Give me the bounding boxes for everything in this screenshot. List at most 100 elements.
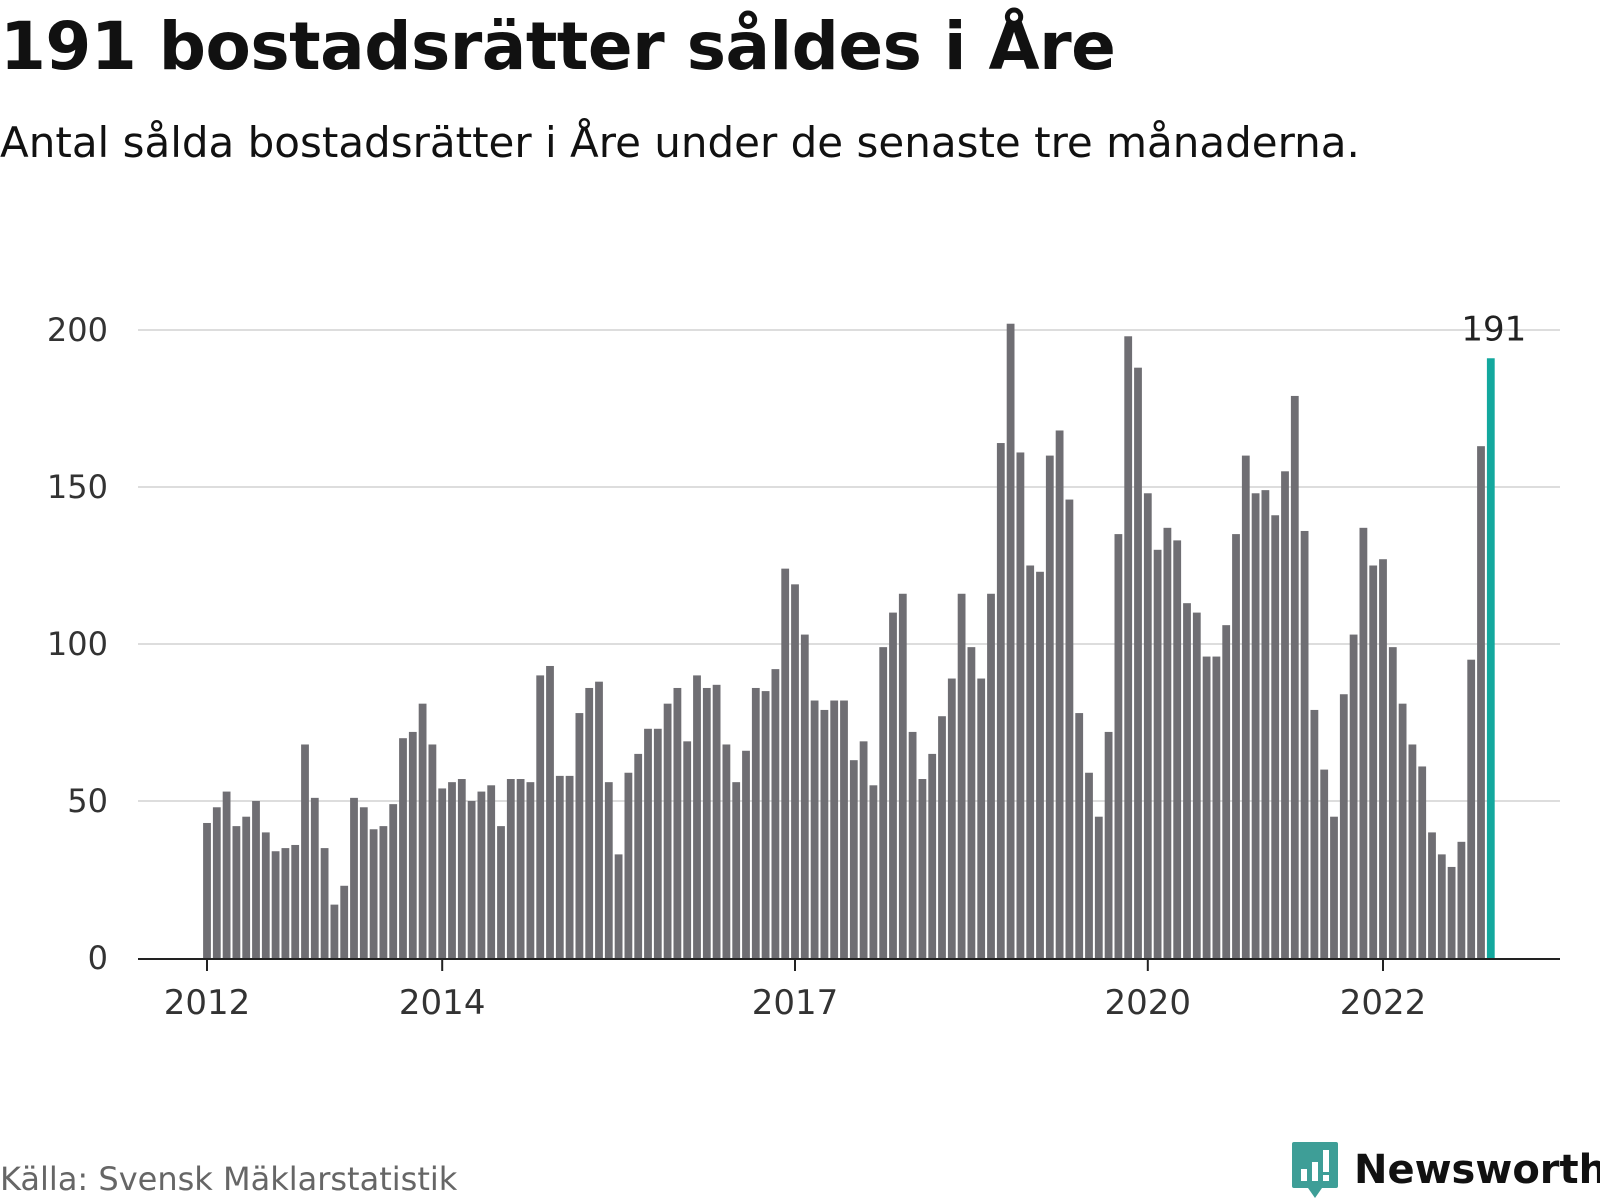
bar [1310, 709, 1319, 958]
bar [1055, 430, 1064, 959]
bar [448, 782, 456, 958]
bar [457, 779, 466, 958]
x-tick-label-2017: 2017 [752, 983, 839, 1023]
bar [497, 826, 505, 958]
bar [369, 829, 378, 958]
x-tick-label-2014: 2014 [399, 983, 486, 1023]
bar [634, 753, 643, 958]
x-tick-label-2022: 2022 [1340, 983, 1427, 1023]
bar [359, 807, 368, 958]
bar [938, 716, 946, 958]
bar [879, 647, 888, 958]
latest-value-label: 191 [1461, 309, 1526, 349]
bar [585, 687, 594, 958]
bar [693, 675, 701, 958]
bar [1408, 744, 1417, 958]
bar [987, 593, 995, 958]
bar [1202, 656, 1211, 958]
bar [222, 791, 231, 958]
bar [1339, 694, 1348, 958]
bar [1300, 530, 1309, 958]
bar [967, 647, 976, 958]
bar [1173, 540, 1182, 958]
bar [604, 782, 613, 958]
bar [859, 741, 868, 958]
bar [624, 772, 633, 958]
bar [732, 782, 741, 958]
bar [761, 691, 770, 958]
bar [849, 760, 858, 958]
bar [1398, 703, 1407, 958]
bar [1359, 527, 1368, 958]
x-tick-label-2012: 2012 [164, 983, 251, 1023]
bar [536, 675, 545, 958]
bar [810, 700, 819, 958]
bar [330, 904, 339, 958]
bar [350, 797, 358, 958]
bar [1134, 367, 1142, 958]
bar [1330, 816, 1338, 958]
bar [291, 844, 300, 958]
bar [310, 797, 319, 958]
bar [526, 782, 535, 958]
newsworthy-logo[interactable]: Newsworthy [1290, 1140, 1600, 1200]
bar [252, 801, 260, 958]
bar [722, 744, 731, 958]
bar [918, 779, 927, 958]
bars [203, 323, 1495, 959]
bar [1075, 713, 1084, 958]
bar [487, 785, 496, 958]
bar-chart: 0 50 100 150 200 2012 2014 2017 2020 2022 191 [47, 309, 1560, 1023]
chart-subtitle: Antal sålda bostadsrätter i Åre under de… [0, 118, 1360, 167]
bar [1428, 832, 1436, 958]
bar [565, 775, 574, 958]
bar [702, 687, 711, 958]
x-axis [138, 958, 1560, 971]
bar [1261, 490, 1270, 958]
bar [340, 885, 349, 958]
bar [1369, 565, 1378, 958]
bar [428, 744, 437, 958]
bar [301, 744, 309, 958]
bar [889, 612, 897, 958]
bar [438, 788, 447, 958]
bar [203, 822, 211, 958]
bar [898, 593, 907, 958]
bar [1251, 493, 1260, 958]
bar [1320, 769, 1329, 958]
bar [712, 684, 721, 958]
bar [1026, 565, 1035, 958]
bar [869, 785, 878, 958]
bar [781, 568, 790, 958]
bar [399, 738, 407, 958]
bar [595, 681, 603, 958]
bar [614, 854, 623, 958]
bar [418, 703, 427, 958]
y-tick-label-150: 150 [47, 468, 108, 506]
bar [242, 816, 251, 958]
x-tick-label-2020: 2020 [1105, 983, 1192, 1023]
bar [1094, 816, 1103, 958]
bar [820, 709, 829, 958]
bar [1183, 603, 1191, 958]
bar [1163, 527, 1172, 958]
bar [212, 807, 221, 958]
bar [928, 753, 937, 958]
bar [947, 678, 956, 958]
bar [1349, 634, 1358, 958]
bar [516, 779, 525, 958]
bar [232, 826, 241, 958]
bar [996, 443, 1005, 958]
bar [1153, 549, 1162, 958]
bar [575, 713, 584, 958]
bar [663, 703, 672, 958]
bar [1143, 493, 1152, 958]
bar [320, 848, 329, 958]
y-tick-label-100: 100 [47, 625, 108, 663]
bar [683, 741, 692, 958]
y-tick-label-200: 200 [47, 311, 108, 349]
bar-latest [1486, 358, 1495, 958]
bar [477, 791, 486, 958]
bar [1212, 656, 1221, 958]
bar [1271, 515, 1280, 958]
